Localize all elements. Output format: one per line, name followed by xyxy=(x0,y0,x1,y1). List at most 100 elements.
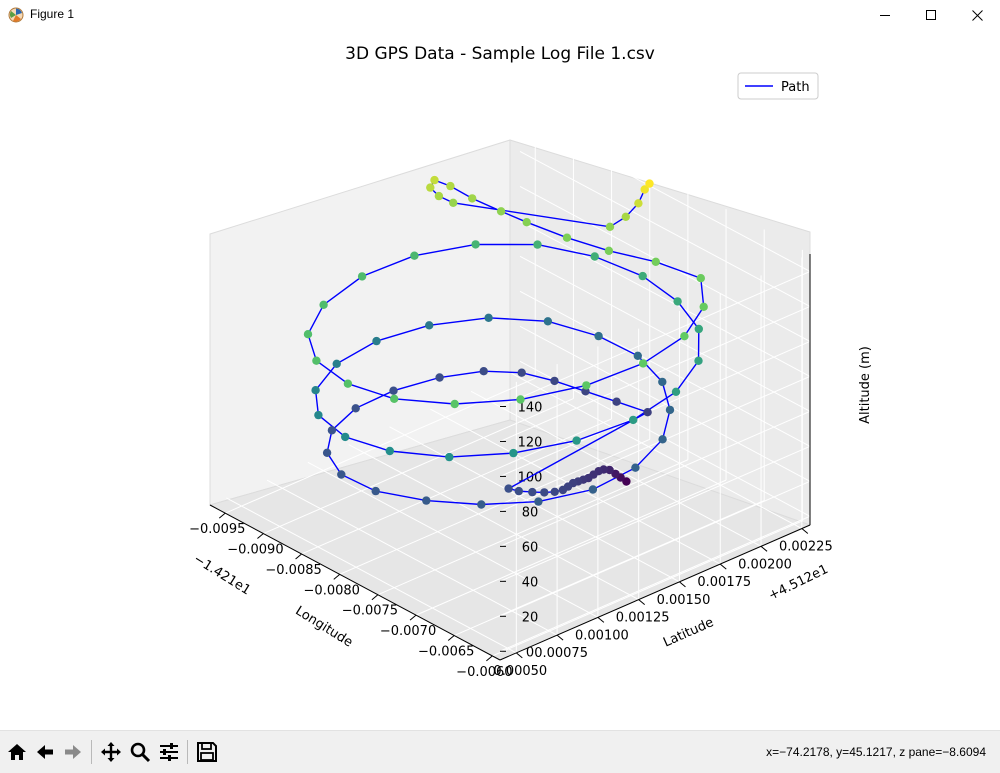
data-point xyxy=(446,181,455,191)
data-point xyxy=(621,212,630,221)
zoom-button[interactable] xyxy=(127,739,153,765)
data-point xyxy=(371,486,380,496)
data-point xyxy=(322,448,332,457)
data-point xyxy=(643,408,652,417)
chart-3d[interactable]: 3D GPS Data - Sample Log File 1.csv −0.0… xyxy=(0,30,1000,730)
matplotlib-logo-icon xyxy=(8,7,24,23)
configure-subplots-icon xyxy=(160,743,178,761)
data-point xyxy=(343,379,353,388)
y-tick-mark xyxy=(719,563,727,570)
y-tick-label: 0.00200 xyxy=(738,557,792,572)
window-titlebar: Figure 1 xyxy=(0,0,1000,30)
data-point xyxy=(550,487,559,496)
data-point xyxy=(311,386,320,395)
y-ticks: 0.00050 0.00075 0.00100 0.00125 0.00150 0.001… xyxy=(493,528,833,679)
pan-button[interactable] xyxy=(98,739,124,765)
y-tick-mark xyxy=(801,528,809,534)
data-point xyxy=(312,356,321,365)
data-point xyxy=(522,218,531,227)
close-button[interactable] xyxy=(954,0,1000,30)
y-tick-label: 0.00175 xyxy=(697,575,751,590)
minimize-icon xyxy=(880,15,890,16)
data-point xyxy=(314,410,323,420)
grid-line xyxy=(499,375,811,512)
pan-icon xyxy=(101,742,121,762)
data-point xyxy=(410,251,419,260)
data-point xyxy=(422,496,431,505)
grid-line xyxy=(519,255,811,412)
legend-box xyxy=(737,72,819,100)
minimize-button[interactable] xyxy=(862,0,908,30)
z-tick-label: 20 xyxy=(522,610,539,625)
data-point xyxy=(445,452,454,462)
save-button[interactable] xyxy=(194,739,220,765)
y-tick-label: 0.00075 xyxy=(534,646,588,661)
data-point xyxy=(629,415,638,425)
cursor-coordinates: x=−74.2178, y=45.1217, z pane=−8.6094 xyxy=(766,745,986,759)
y-tick-mark xyxy=(679,581,686,588)
grid-line xyxy=(348,444,639,601)
grid-line xyxy=(263,398,574,535)
maximize-button[interactable] xyxy=(908,0,954,30)
legend-path-label: Path xyxy=(781,80,810,95)
data-point xyxy=(562,233,572,242)
save-icon xyxy=(197,742,217,762)
data-point xyxy=(590,252,599,261)
data-point xyxy=(528,487,537,497)
x-tick-label: −0.0085 xyxy=(265,563,321,578)
series-points xyxy=(303,175,708,509)
legend: Path xyxy=(737,72,819,100)
grid-line xyxy=(415,479,727,616)
data-point xyxy=(430,175,439,185)
forward-button[interactable] xyxy=(60,739,86,765)
data-point xyxy=(496,207,506,216)
data-point xyxy=(426,183,435,192)
data-point xyxy=(449,198,458,207)
data-point xyxy=(594,331,603,341)
grid-line xyxy=(519,116,811,272)
configure-subplots-button[interactable] xyxy=(156,739,182,765)
data-point xyxy=(517,368,526,377)
x-tick-label: −0.0065 xyxy=(418,645,474,660)
data-point xyxy=(357,272,367,281)
figure-canvas[interactable]: 3D GPS Data - Sample Log File 1.csv −0.0… xyxy=(0,30,1000,730)
x-tick-label: −0.0090 xyxy=(227,543,283,558)
data-point xyxy=(694,324,703,334)
data-point xyxy=(694,356,703,365)
data-point xyxy=(645,179,654,188)
data-point xyxy=(534,497,543,506)
x-tick-mark xyxy=(486,655,493,662)
data-point xyxy=(633,351,642,360)
y-tick-mark xyxy=(760,545,768,552)
home-icon xyxy=(8,744,26,760)
x-tick-mark xyxy=(371,594,379,601)
data-point xyxy=(372,336,381,346)
toolbar-separator xyxy=(187,740,188,764)
toolbar-separator xyxy=(91,740,92,764)
data-point xyxy=(468,194,477,203)
grid-line xyxy=(499,410,811,547)
data-point xyxy=(550,376,559,386)
data-point xyxy=(612,397,621,406)
data-point xyxy=(665,405,675,415)
home-button[interactable] xyxy=(4,739,30,765)
grid-line xyxy=(470,390,762,547)
data-point xyxy=(425,321,434,330)
grid-line xyxy=(307,461,599,618)
data-point xyxy=(582,381,591,390)
data-point xyxy=(351,404,360,413)
grid-line xyxy=(499,515,811,652)
x-tick-label: −0.0095 xyxy=(189,522,245,537)
x-tick-label: −0.0060 xyxy=(456,665,512,680)
navigation-toolbar: x=−74.2178, y=45.1217, z pane=−8.6094 xyxy=(0,730,1000,773)
data-point xyxy=(658,435,667,444)
data-point xyxy=(604,246,614,255)
x-tick-mark xyxy=(295,553,302,560)
grid-line xyxy=(519,185,811,342)
back-button[interactable] xyxy=(32,739,58,765)
grid-line xyxy=(499,480,811,617)
x-offset-label: −1.421e1 xyxy=(191,552,254,599)
zoom-icon xyxy=(130,742,151,763)
grid-line xyxy=(519,151,811,307)
maximize-icon xyxy=(926,10,936,20)
